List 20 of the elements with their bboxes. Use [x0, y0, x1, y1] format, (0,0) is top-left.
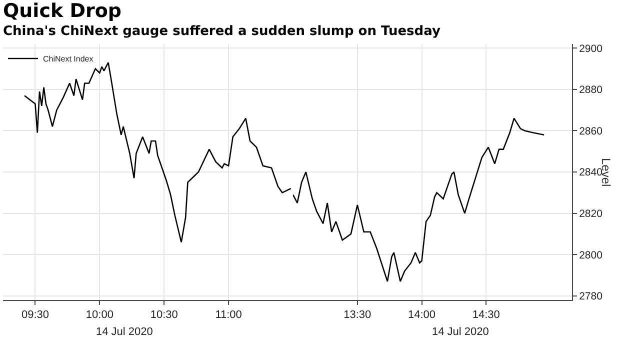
y-tick-label: 2880: [578, 84, 602, 96]
y-tick-label: 2820: [578, 208, 602, 220]
x-tick-label: 14:00: [408, 309, 436, 322]
chart-title: Quick Drop: [3, 0, 122, 22]
y-tick-label: 2800: [578, 249, 602, 262]
line-series: [292, 118, 545, 282]
text: 14 Jul 2020: [96, 326, 153, 338]
legend-label: ChiNext Index: [43, 54, 94, 64]
x-tick-label: 10:30: [150, 309, 178, 322]
y-tick-label: 2900: [578, 42, 602, 55]
y-tick-label: 2860: [578, 125, 602, 138]
y-tick-label: 2780: [578, 290, 602, 303]
x-tick-label: 09:30: [21, 309, 49, 322]
chart-subtitle: China's ChiNext gauge suffered a sudden slump on Tuesday: [3, 24, 440, 39]
y-tick-label: 2840: [578, 166, 602, 179]
x-tick-label: 13:30: [343, 309, 372, 322]
x-tick-label: 10:00: [86, 309, 114, 322]
text: 14 Jul 2020: [432, 326, 489, 338]
x-tick-label: 14:30: [472, 309, 500, 322]
x-tick-label: 11:00: [215, 309, 242, 322]
